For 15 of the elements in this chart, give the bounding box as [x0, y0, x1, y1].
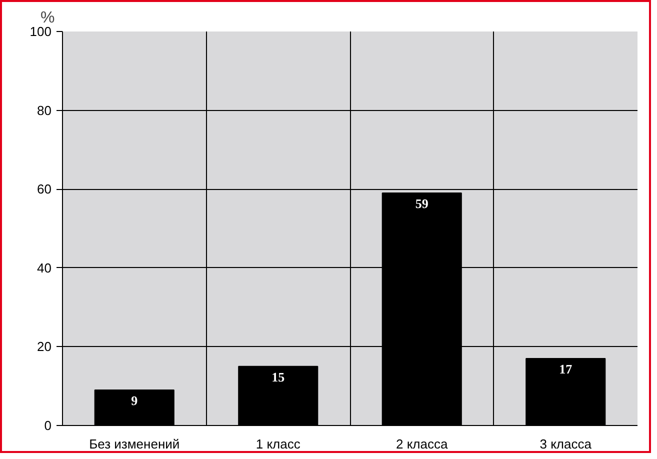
y-tick-label: 60 — [37, 182, 52, 197]
y-tick-label: 80 — [37, 102, 52, 118]
data-label: 17 — [559, 362, 573, 377]
y-axis-title: % — [40, 10, 55, 26]
x-tick-label: Без изменений — [89, 436, 180, 452]
x-tick-label: 2 класса — [396, 436, 449, 452]
y-tick-label: 40 — [37, 260, 52, 276]
y-tick-label: 0 — [44, 418, 52, 433]
data-label: 9 — [131, 393, 138, 408]
x-tick-label: 3 класса — [540, 436, 592, 452]
y-tick-label: 100 — [30, 24, 52, 39]
x-tick-label: 1 класс — [256, 436, 301, 452]
data-label: 59 — [415, 196, 429, 212]
data-label: 15 — [272, 369, 286, 384]
y-tick-label: 20 — [37, 339, 52, 354]
